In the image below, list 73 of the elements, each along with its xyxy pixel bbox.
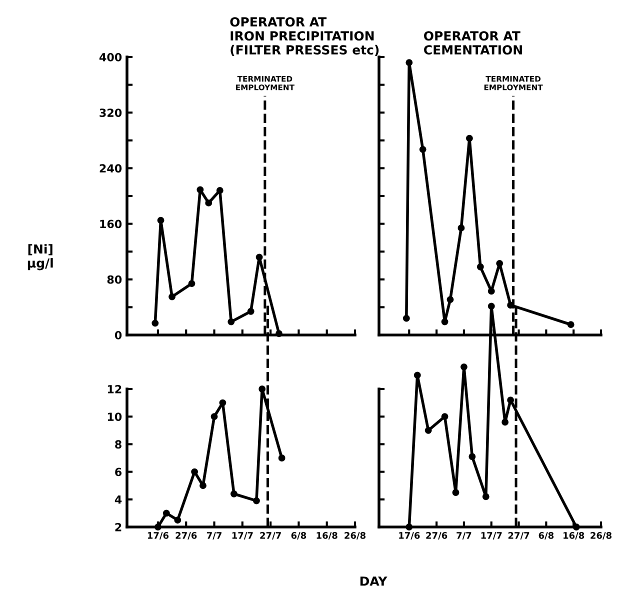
x-tick-label: 27/7 xyxy=(260,532,281,540)
point xyxy=(567,321,574,328)
point xyxy=(256,254,263,261)
point xyxy=(441,413,448,420)
point xyxy=(468,453,476,460)
x-tick-label: 17/6 xyxy=(399,532,420,540)
point xyxy=(496,260,504,267)
point xyxy=(253,497,260,504)
x-tick-label: 26/8 xyxy=(590,532,612,540)
point xyxy=(278,454,286,462)
point xyxy=(466,134,473,142)
y-tick-label: 4 xyxy=(114,496,122,504)
point xyxy=(419,146,426,153)
point xyxy=(476,263,484,270)
y-tick-label: 2 xyxy=(115,522,122,532)
point xyxy=(216,186,224,194)
point xyxy=(488,288,495,295)
point xyxy=(191,468,198,476)
y-tick-label: 400 xyxy=(99,52,122,62)
point xyxy=(452,489,460,496)
x-tick-label: 7/7 xyxy=(206,532,222,540)
point xyxy=(482,493,490,500)
point xyxy=(230,490,238,498)
y-tick-label: 80 xyxy=(107,275,122,284)
point xyxy=(162,510,170,517)
point xyxy=(196,186,204,194)
point xyxy=(188,280,196,288)
y-tick-label: 240 xyxy=(100,164,122,173)
point xyxy=(152,320,159,327)
point xyxy=(460,363,468,370)
x-tick-label: 16/8 xyxy=(564,532,584,540)
point xyxy=(441,318,448,326)
y-axis-title: [Ni] µg/l xyxy=(28,244,53,270)
y-tick-label: 6 xyxy=(115,468,122,476)
x-tick-label: 27/6 xyxy=(176,532,197,540)
point xyxy=(488,302,495,310)
y-tick-label: 10 xyxy=(108,412,122,421)
y-tick-label: 160 xyxy=(100,220,122,228)
x-tick-label: 17/6 xyxy=(148,532,169,540)
point xyxy=(174,516,182,524)
y-tick-label: 8 xyxy=(115,440,122,449)
point xyxy=(200,482,206,490)
y-tick-label: 12 xyxy=(108,384,122,394)
x-tick-label: 6/8 xyxy=(538,532,554,540)
point xyxy=(414,372,421,379)
point xyxy=(219,399,226,406)
y-tick-label: 0 xyxy=(114,330,122,340)
point xyxy=(507,396,514,404)
x-tick-label: 27/7 xyxy=(508,532,530,540)
point xyxy=(402,314,410,322)
point xyxy=(406,59,413,66)
chart-title: OPERATOR AT IRON PRECIPITATION (FILTER PRESSES etc) xyxy=(230,17,379,56)
x-axis-title: DAY xyxy=(360,576,388,586)
point xyxy=(205,199,212,206)
point xyxy=(247,308,254,315)
x-tick-label: 17/7 xyxy=(481,532,502,540)
point xyxy=(210,413,218,420)
y-tick-label: 320 xyxy=(100,108,122,117)
x-tick-label: 16/8 xyxy=(316,532,338,540)
point xyxy=(258,386,266,392)
x-tick-label: 17/7 xyxy=(232,532,253,540)
point xyxy=(157,216,164,224)
x-tick-label: 6/8 xyxy=(291,532,306,540)
point xyxy=(228,318,235,326)
x-tick-label: 26/8 xyxy=(344,532,366,540)
point xyxy=(168,293,176,300)
x-tick-label: 27/6 xyxy=(426,532,448,540)
point xyxy=(502,418,509,426)
point xyxy=(458,224,465,232)
x-tick-label: 7/7 xyxy=(456,532,472,540)
chart-title: OPERATOR AT CEMENTATION xyxy=(424,31,522,55)
point xyxy=(424,426,432,434)
point xyxy=(446,296,454,304)
